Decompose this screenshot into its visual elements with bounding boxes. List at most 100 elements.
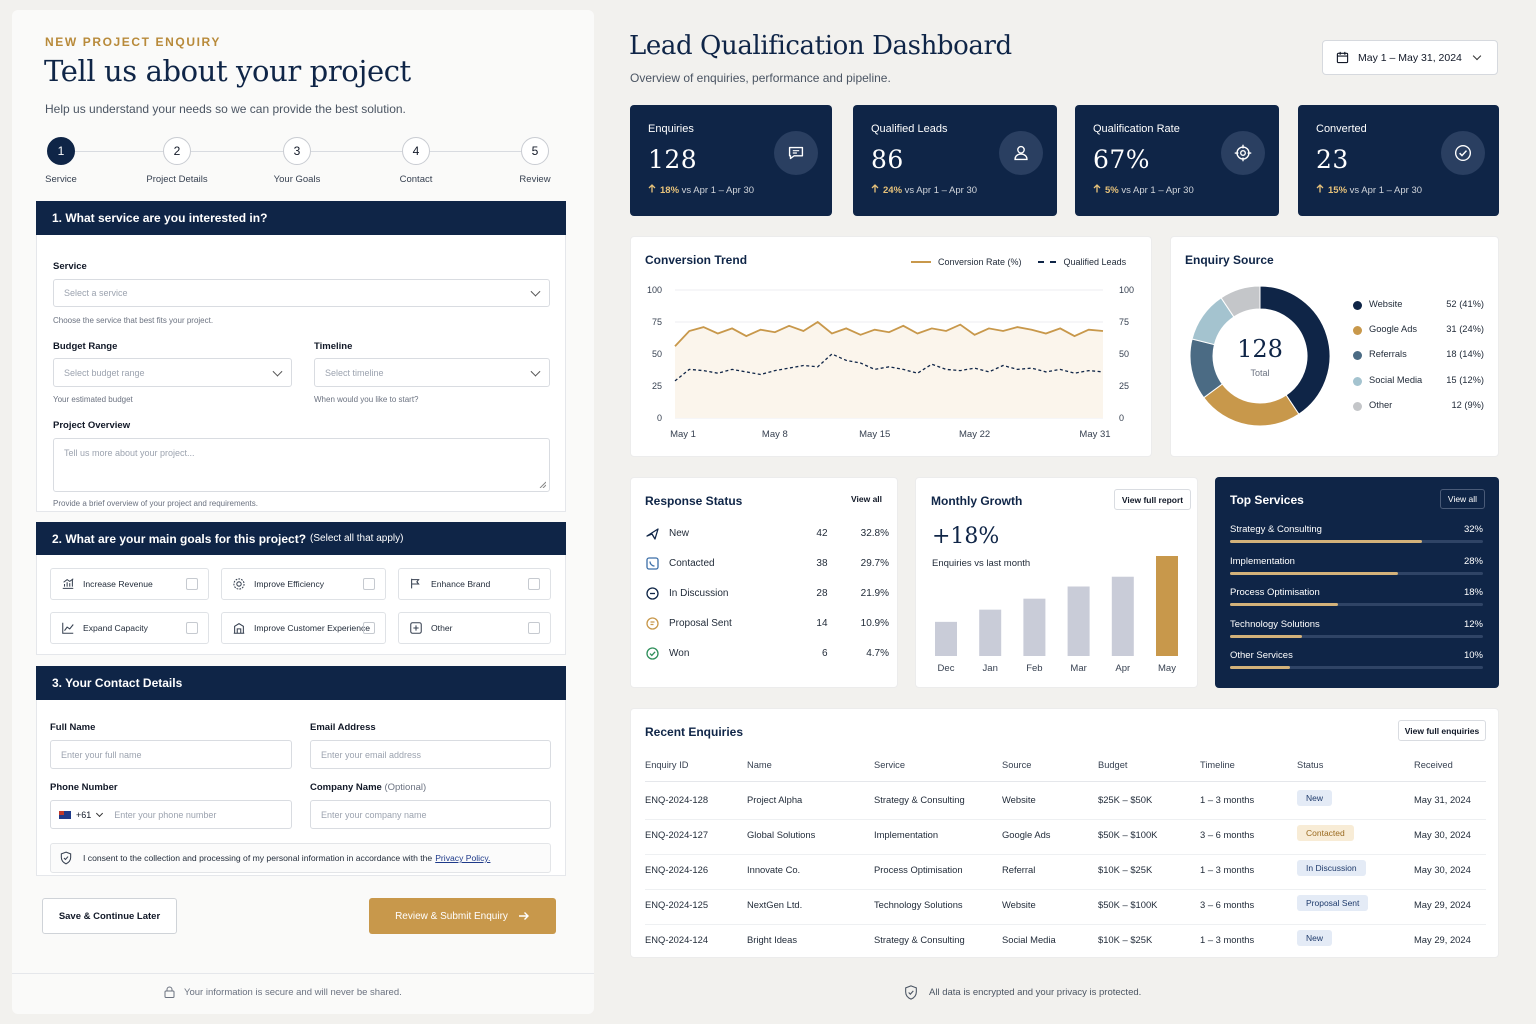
chat-icon — [774, 131, 818, 175]
step-5-circle[interactable]: 5 — [521, 137, 549, 165]
service-name[interactable]: Process Optimisation — [1230, 587, 1320, 598]
email-input[interactable]: Enter your email address — [310, 740, 551, 769]
section2-header: 2. What are your main goals for this pro… — [36, 522, 566, 555]
kpi-card-2[interactable]: Qualified Leads 86 24% vs Apr 1 – Apr 30 — [853, 105, 1057, 216]
kpi-title: Qualification Rate — [1093, 123, 1180, 135]
date-range-picker[interactable]: May 1 – May 31, 2024 — [1322, 40, 1498, 75]
service-bar-fill — [1230, 603, 1339, 606]
phone-code[interactable]: +61 — [76, 809, 92, 820]
table-row[interactable]: ENQ-2024-124 Bright Ideas Strategy & Consu… — [631, 925, 1500, 959]
section2-note: (Select all that apply) — [310, 533, 404, 544]
kpi-card-1[interactable]: Enquiries 128 18% vs Apr 1 – Apr 30 — [630, 105, 832, 216]
response-row[interactable]: New 42 32.8% — [645, 518, 889, 548]
donut-slice-google-ads[interactable] — [1203, 383, 1300, 427]
table-row[interactable]: ENQ-2024-128 Project Alpha Strategy & Cons… — [631, 785, 1500, 819]
kpi-delta-value: 15% — [1328, 185, 1348, 196]
service-select[interactable]: Select a service — [53, 279, 550, 307]
table-cell-source: Website — [1002, 899, 1036, 910]
table-row[interactable]: ENQ-2024-127 Global Solutions Implementati… — [631, 820, 1500, 854]
goal-checkbox[interactable] — [186, 578, 198, 590]
donut-slice-other[interactable] — [1220, 285, 1261, 318]
table-cell-budget: $25K – $50K — [1098, 794, 1153, 805]
growth-bar-apr[interactable] — [1111, 576, 1134, 656]
response-row[interactable]: Contacted 38 29.7% — [645, 548, 889, 578]
service-name[interactable]: Technology Solutions — [1230, 618, 1320, 630]
goal-option-3[interactable]: Enhance Brand — [398, 568, 551, 600]
goal-option-2[interactable]: Improve Efficiency — [221, 568, 386, 600]
building-icon — [233, 623, 245, 634]
services-view-all-button[interactable]: View all — [1440, 489, 1485, 509]
response-row[interactable]: Won 6 4.7% — [645, 638, 889, 668]
table-cell-service: Process Optimisation — [874, 864, 963, 875]
goal-checkbox[interactable] — [528, 578, 540, 590]
growth-bar-mar[interactable] — [1067, 586, 1090, 656]
column-header: Service — [874, 760, 906, 770]
response-row[interactable]: In Discussion 28 21.9% — [645, 578, 889, 608]
goal-checkbox[interactable] — [363, 622, 375, 634]
kpi-compare: vs Apr 1 – Apr 30 — [681, 185, 755, 196]
table-row[interactable]: ENQ-2024-126 Innovate Co. Process Optimisa… — [631, 855, 1500, 889]
growth-bar-jan[interactable] — [979, 609, 1002, 656]
table-cell-name: NextGen Ltd. — [747, 899, 803, 910]
kpi-value: 86 — [871, 145, 904, 174]
kpi-delta: 5% vs Apr 1 – Apr 30 — [1093, 184, 1194, 196]
goal-checkbox[interactable] — [186, 622, 198, 634]
company-input[interactable]: Enter your company name — [310, 800, 551, 829]
step-1-circle[interactable]: 1 — [47, 137, 75, 165]
step-2-circle[interactable]: 2 — [163, 137, 191, 165]
service-name[interactable]: Other Services — [1230, 650, 1293, 661]
y-tick-label: 100 — [647, 285, 662, 295]
goal-option-1[interactable]: Increase Revenue — [50, 568, 209, 600]
phone-input[interactable]: +61 Enter your phone number — [50, 800, 292, 829]
view-full-enquiries-button[interactable]: View full enquiries — [1398, 720, 1486, 741]
kpi-title: Converted — [1316, 123, 1367, 135]
goal-option-5[interactable]: Improve Customer Experience — [221, 612, 386, 644]
kpi-card-3[interactable]: Qualification Rate 67% 5% vs Apr 1 – Apr 3… — [1075, 105, 1279, 216]
view-full-report-button[interactable]: View full report — [1114, 489, 1191, 510]
response-row[interactable]: Proposal Sent 14 10.9% — [645, 608, 889, 638]
table-cell-received: May 30, 2024 — [1414, 829, 1471, 840]
service-name[interactable]: Implementation — [1230, 555, 1295, 567]
growth-bar-feb[interactable] — [1023, 598, 1046, 656]
kpi-card-4[interactable]: Converted 23 15% vs Apr 1 – Apr 30 — [1298, 105, 1499, 216]
resize-handle-icon[interactable] — [539, 481, 546, 488]
goal-checkbox[interactable] — [363, 578, 375, 590]
source-legend-value: 15 (12%) — [1446, 374, 1484, 385]
table-row[interactable]: ENQ-2024-125 NextGen Ltd. Technology Solut… — [631, 890, 1500, 924]
table-cell-source: Website — [1002, 794, 1036, 805]
budget-select[interactable]: Select budget range — [53, 358, 292, 387]
goal-option-6[interactable]: Other — [398, 612, 551, 644]
growth-bar-dec[interactable] — [935, 621, 957, 656]
response-pct: 29.7% — [860, 557, 889, 569]
right-footer-text: All data is encrypted and your privacy i… — [929, 987, 1142, 998]
source-legend-label: Website — [1369, 299, 1403, 309]
submit-enquiry-button[interactable]: Review & Submit Enquiry — [369, 898, 556, 934]
save-continue-button[interactable]: Save & Continue Later — [42, 898, 177, 934]
legend-dot — [1353, 351, 1362, 361]
step-3-circle[interactable]: 3 — [283, 137, 311, 165]
service-name[interactable]: Strategy & Consulting — [1230, 524, 1322, 535]
goal-option-4[interactable]: Expand Capacity — [50, 612, 209, 644]
conversion-trend-chart: 0 0 25 25 50 50 75 75 100 100 May 1 May 8 May 15 May … — [647, 285, 1134, 440]
privacy-policy-link[interactable]: Privacy Policy. — [435, 853, 491, 863]
table-cell-service: Technology Solutions — [874, 899, 963, 910]
response-pct: 4.7% — [866, 647, 889, 659]
response-view-all-link[interactable]: View all — [851, 494, 883, 504]
step-4-circle[interactable]: 4 — [402, 137, 430, 165]
chevron-down-icon — [530, 286, 541, 297]
arrow-up-icon — [871, 184, 879, 193]
chevron-down-icon[interactable] — [96, 809, 104, 817]
legend-leads-label: Qualified Leads — [1063, 257, 1127, 267]
chart-bar-icon — [62, 578, 74, 589]
table-cell-source: Referral — [1002, 864, 1036, 875]
goal-checkbox[interactable] — [528, 622, 540, 634]
growth-bar-label: Feb — [1026, 663, 1042, 674]
phone-label: Phone Number — [50, 782, 118, 793]
overview-textarea[interactable]: Tell us more about your project... — [53, 438, 550, 492]
timeline-select[interactable]: Select timeline — [314, 358, 550, 387]
growth-bar-may[interactable] — [1156, 556, 1178, 656]
full-name-input[interactable]: Enter your full name — [50, 740, 292, 769]
donut-slice-website[interactable] — [1259, 285, 1331, 415]
consent-box[interactable]: I consent to the collection and processi… — [50, 843, 551, 873]
eyebrow: NEW PROJECT ENQUIRY — [45, 35, 221, 49]
